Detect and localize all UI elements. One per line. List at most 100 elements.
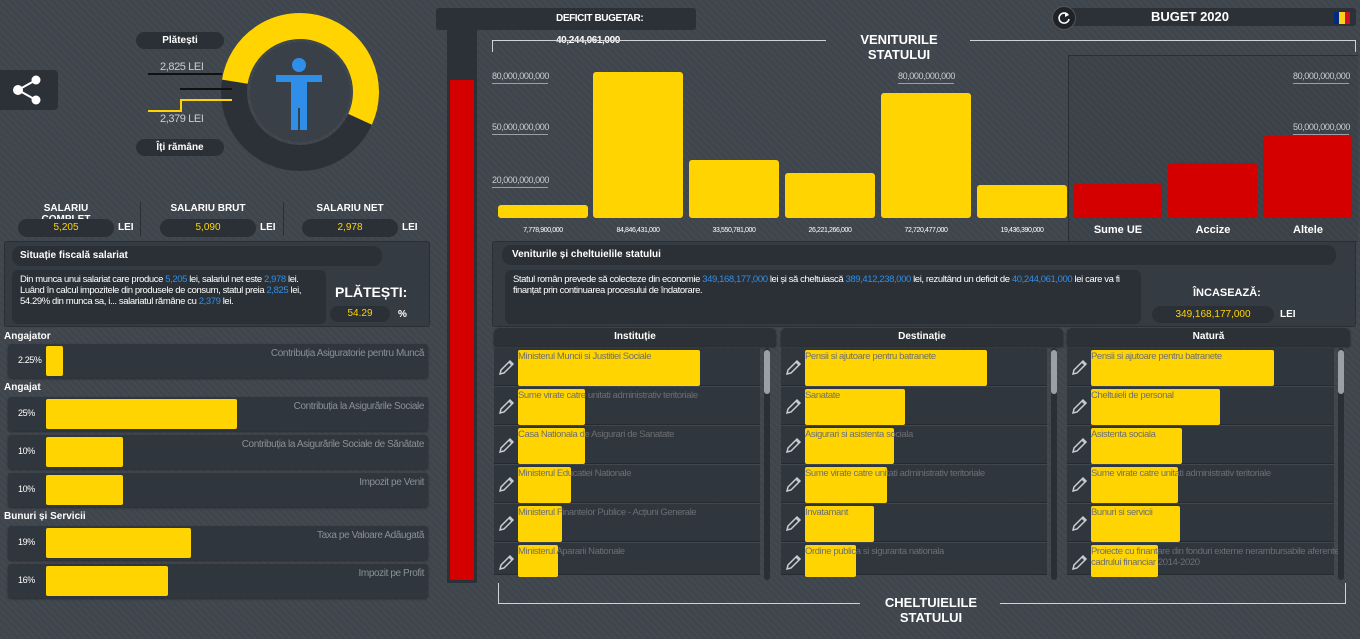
table-row-bar bbox=[1091, 467, 1178, 503]
pencil-icon[interactable] bbox=[785, 514, 803, 532]
table-row-bar bbox=[518, 467, 572, 503]
table-row[interactable]: Ordine publica si siguranta nationala bbox=[781, 543, 1047, 577]
table-row-bar bbox=[518, 389, 585, 425]
pencil-icon[interactable] bbox=[1071, 475, 1089, 493]
table-row-label: Asigurari si asistenta sociala bbox=[805, 429, 913, 440]
employer-section-label: Angajator bbox=[4, 331, 51, 342]
collect-label: ÎNCASEAZĂ: bbox=[1193, 287, 1261, 299]
pencil-icon[interactable] bbox=[785, 553, 803, 571]
table-row-bar bbox=[805, 350, 988, 386]
table-row-bar bbox=[805, 389, 905, 425]
contribution-label: Impozit pe Profit bbox=[358, 568, 425, 579]
share-button[interactable] bbox=[0, 70, 58, 110]
contribution-row: 25% Contribuția la Asigurările Sociale bbox=[8, 397, 428, 431]
table-row[interactable]: Asistenta sociala bbox=[1067, 426, 1334, 464]
pencil-icon[interactable] bbox=[785, 358, 803, 376]
contribution-bar bbox=[46, 399, 238, 429]
table-column-header[interactable]: Natură bbox=[1067, 328, 1350, 346]
pencil-icon[interactable] bbox=[1071, 553, 1089, 571]
contribution-label: Contribuția la Asigurările Sociale bbox=[293, 401, 425, 412]
table-row[interactable]: Sume virate catre unitati administrativ … bbox=[781, 465, 1047, 503]
pencil-icon[interactable] bbox=[785, 475, 803, 493]
salary-brut-value: 5,090 bbox=[160, 219, 256, 237]
table-row-bar bbox=[1091, 389, 1221, 425]
table-row[interactable]: Sanatate bbox=[781, 387, 1047, 425]
table-row-label: Casa Nationala de Asigurari de Sanatate bbox=[518, 429, 675, 440]
table-scrollbar[interactable] bbox=[764, 348, 770, 580]
deficit-gauge bbox=[447, 28, 477, 583]
table-row[interactable]: Cheltuieli de personal bbox=[1067, 387, 1334, 425]
table-row[interactable]: Ministerul Apararii Nationale bbox=[494, 543, 760, 577]
pay-pill: Plătești bbox=[136, 32, 224, 49]
contribution-row: 19% Taxa pe Valoare Adăugată bbox=[8, 526, 428, 560]
pencil-icon[interactable] bbox=[498, 475, 516, 493]
pencil-icon[interactable] bbox=[1071, 436, 1089, 454]
table-row[interactable]: Asigurari si asistenta sociala bbox=[781, 426, 1047, 464]
table-row[interactable]: Sume virate catre unitati administrativ … bbox=[494, 387, 760, 425]
table-scrollbar[interactable] bbox=[1338, 348, 1344, 580]
table-row-label: Sanatate bbox=[805, 390, 840, 401]
table-row[interactable]: Pensii si ajutoare pentru batranete bbox=[1067, 348, 1334, 386]
table-row[interactable]: Ministerul Educatiei Nationale bbox=[494, 465, 760, 503]
gridline bbox=[1293, 134, 1349, 135]
pay-percent: 54.29 bbox=[330, 306, 390, 322]
fiscal-title: Situație fiscală salariat bbox=[12, 246, 382, 266]
table-row[interactable]: Invatamant bbox=[781, 504, 1047, 542]
pencil-icon[interactable] bbox=[498, 553, 516, 571]
scroll-thumb[interactable] bbox=[1338, 350, 1344, 394]
pencil-icon[interactable] bbox=[498, 436, 516, 454]
revenue-bar-value: 26,221,266,000 bbox=[808, 227, 852, 234]
revenue-bar bbox=[977, 184, 1067, 218]
salary-net-value: 2,978 bbox=[302, 219, 398, 237]
table-row-label: Bunuri si servicii bbox=[1091, 507, 1153, 518]
contribution-percent: 16% bbox=[18, 575, 35, 585]
goods-section-label: Bunuri și Servicii bbox=[4, 511, 86, 522]
pencil-icon[interactable] bbox=[1071, 358, 1089, 376]
revenue-bar bbox=[785, 172, 875, 218]
salary-brut-label: SALARIU BRUT bbox=[170, 203, 246, 214]
pencil-icon[interactable] bbox=[785, 397, 803, 415]
table-row[interactable]: Casa Nationala de Asigurari de Sanatate bbox=[494, 426, 760, 464]
table-column-header[interactable]: Destinație bbox=[781, 328, 1063, 346]
reset-button[interactable] bbox=[1052, 6, 1076, 30]
contribution-percent: 19% bbox=[18, 537, 35, 547]
pencil-icon[interactable] bbox=[1071, 514, 1089, 532]
table-row[interactable]: Pensii si ajutoare pentru batranete bbox=[781, 348, 1047, 386]
table-scrollbar[interactable] bbox=[1051, 348, 1057, 580]
table-row[interactable]: Bunuri si servicii bbox=[1067, 504, 1334, 542]
table-column-header[interactable]: Instituție bbox=[494, 328, 776, 346]
table-row-bar bbox=[805, 428, 894, 464]
revenues-title: VENITURILE STATULUI bbox=[860, 32, 938, 62]
table-row[interactable]: Proiecte cu finantare din fonduri extern… bbox=[1067, 543, 1339, 577]
scroll-thumb[interactable] bbox=[764, 350, 770, 394]
table-row-label: Invatamant bbox=[805, 507, 848, 518]
table-row-label: Ministerul Muncii si Justitiei Sociale bbox=[518, 351, 652, 362]
table-row-label: Asistenta sociala bbox=[1091, 429, 1156, 440]
contribution-bar bbox=[46, 528, 192, 558]
pencil-icon[interactable] bbox=[498, 358, 516, 376]
pencil-icon[interactable] bbox=[785, 436, 803, 454]
contribution-percent: 10% bbox=[18, 446, 35, 456]
table-row-label: Ministerul Apararii Nationale bbox=[518, 546, 625, 557]
gridline bbox=[898, 83, 954, 84]
pencil-icon[interactable] bbox=[498, 397, 516, 415]
pencil-icon[interactable] bbox=[1071, 397, 1089, 415]
budget-title: BUGET 2020 bbox=[1150, 9, 1230, 24]
salary-complet-value: 5,205 bbox=[18, 219, 114, 237]
gridline-label: 50,000,000,000 bbox=[1293, 122, 1350, 132]
scroll-thumb[interactable] bbox=[1051, 350, 1057, 394]
contribution-row: 10% Impozit pe Venit bbox=[8, 473, 428, 507]
deficit-gauge-fill bbox=[450, 80, 474, 580]
table-row[interactable]: Ministerul Finantelor Publice - Acțiuni … bbox=[494, 504, 760, 542]
gridline-label: 80,000,000,000 bbox=[492, 71, 549, 81]
fiscal-text: Din munca unui salariat care produce 5,2… bbox=[12, 270, 326, 324]
revenue-bar bbox=[689, 160, 779, 218]
pencil-icon[interactable] bbox=[498, 514, 516, 532]
table-row[interactable]: Ministerul Muncii si Justitiei Sociale bbox=[494, 348, 760, 386]
table-row[interactable]: Sume virate catre unitati administrativ … bbox=[1067, 465, 1334, 503]
table-row-bar bbox=[518, 506, 563, 542]
gridline-label: 50,000,000,000 bbox=[492, 122, 549, 132]
revenue-bar-value: 84,846,431,000 bbox=[616, 227, 660, 234]
contribution-percent: 10% bbox=[18, 484, 35, 494]
revenue-bar-value: 72,720,477,000 bbox=[904, 227, 948, 234]
